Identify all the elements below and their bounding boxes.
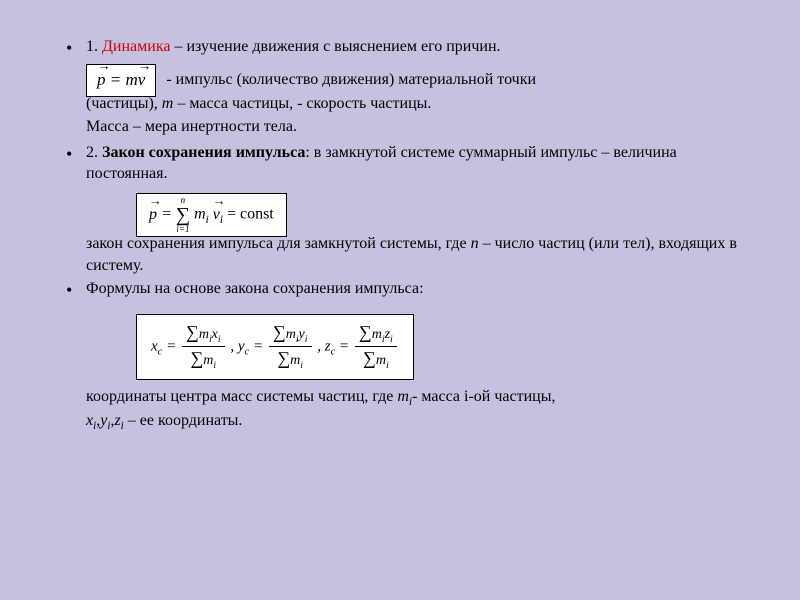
cf-nm1: m bbox=[199, 327, 209, 342]
num-1: 1. bbox=[86, 38, 98, 55]
sum-formula-row: p = n ∑ i=1 mi vi = const bbox=[110, 193, 740, 237]
frac-y: ∑miyi ∑mi bbox=[269, 321, 312, 373]
cf-ni1b: i bbox=[218, 333, 221, 344]
var-v: v bbox=[138, 70, 146, 89]
bullet-list: 1. Динамика – изучение движения с выясне… bbox=[60, 36, 740, 434]
cf-dm1: m bbox=[203, 353, 213, 368]
frac-x: ∑mixi ∑mi bbox=[182, 321, 225, 373]
bullet-3: Формулы на основе закона сохранения импу… bbox=[60, 278, 740, 300]
bullet-1: 1. Динамика – изучение движения с выясне… bbox=[60, 36, 740, 58]
cf-di2: i bbox=[300, 360, 303, 371]
text-3a: координаты центра масс системы частиц, г… bbox=[86, 388, 397, 405]
text-2a: закон сохранения импульса для замкнутой … bbox=[86, 235, 471, 252]
term-dynamika: Динамика bbox=[102, 38, 170, 55]
text-1b: (частицы), bbox=[86, 95, 162, 112]
text-1: – изучение движения с выяснением его при… bbox=[170, 38, 500, 55]
cf-eq1: = bbox=[162, 338, 180, 354]
center-formula-row: xc = ∑mixi ∑mi , yc = ∑miyi ∑mi , zc = ∑… bbox=[110, 314, 740, 380]
sum-const: = const bbox=[223, 206, 274, 223]
text-2-desc: закон сохранения импульса для замкнутой … bbox=[60, 233, 740, 276]
cf-nm2: m bbox=[286, 327, 296, 342]
sum-eq1: = bbox=[157, 206, 176, 223]
cf-comma1: , bbox=[230, 338, 238, 354]
sum-p: p bbox=[149, 206, 157, 223]
cf-dm2: m bbox=[290, 353, 300, 368]
text-1b-row: (частицы), m – масса частицы, - скорость… bbox=[60, 93, 740, 115]
cf-eq2: = bbox=[249, 338, 267, 354]
text-mass: Масса – мера инертности тела. bbox=[60, 116, 740, 138]
text-1a: - импульс (количество движения) материал… bbox=[166, 69, 536, 91]
text-3b: - масса i-ой частицы, bbox=[412, 388, 555, 405]
var-n: n bbox=[471, 235, 479, 252]
sigma-icon: n ∑ i=1 bbox=[176, 196, 190, 234]
momentum-formula-box: p = mv bbox=[86, 64, 156, 97]
cf-comma2: , bbox=[317, 338, 325, 354]
text-1c: – масса частицы, - скорость частицы. bbox=[173, 95, 431, 112]
cf-di3: i bbox=[386, 360, 389, 371]
sum-m: m bbox=[194, 206, 206, 223]
slide: 1. Динамика – изучение движения с выясне… bbox=[0, 0, 800, 600]
cf-ni3b: i bbox=[390, 333, 393, 344]
var-p: p bbox=[97, 70, 106, 89]
cf-di1: i bbox=[213, 360, 216, 371]
text-3c: – ее координаты. bbox=[124, 412, 243, 429]
text-3-desc: координаты центра масс системы частиц, г… bbox=[60, 386, 740, 435]
var-m-inline: m bbox=[162, 95, 174, 112]
sum-i1: i bbox=[206, 214, 209, 226]
cf-eq3: = bbox=[335, 338, 353, 354]
cf-dm3: m bbox=[376, 353, 386, 368]
frac-z: ∑mizi ∑mi bbox=[355, 321, 397, 373]
head-law: Закон сохранения импульса bbox=[98, 144, 305, 161]
sum-v: v bbox=[213, 206, 220, 223]
cxi: i bbox=[93, 420, 96, 432]
cf-nm3: m bbox=[372, 327, 382, 342]
sum-bot: i=1 bbox=[176, 225, 190, 234]
var-mi: m bbox=[397, 388, 409, 405]
cf-ni2b: i bbox=[305, 333, 308, 344]
num-2: 2. bbox=[86, 144, 98, 161]
bullet-2: 2. Закон сохранения импульса: в замкнуто… bbox=[60, 142, 740, 185]
var-m: m bbox=[125, 70, 137, 89]
cyi: i bbox=[107, 420, 110, 432]
cf-xc: x bbox=[151, 338, 158, 354]
cf-yc: y bbox=[238, 338, 245, 354]
